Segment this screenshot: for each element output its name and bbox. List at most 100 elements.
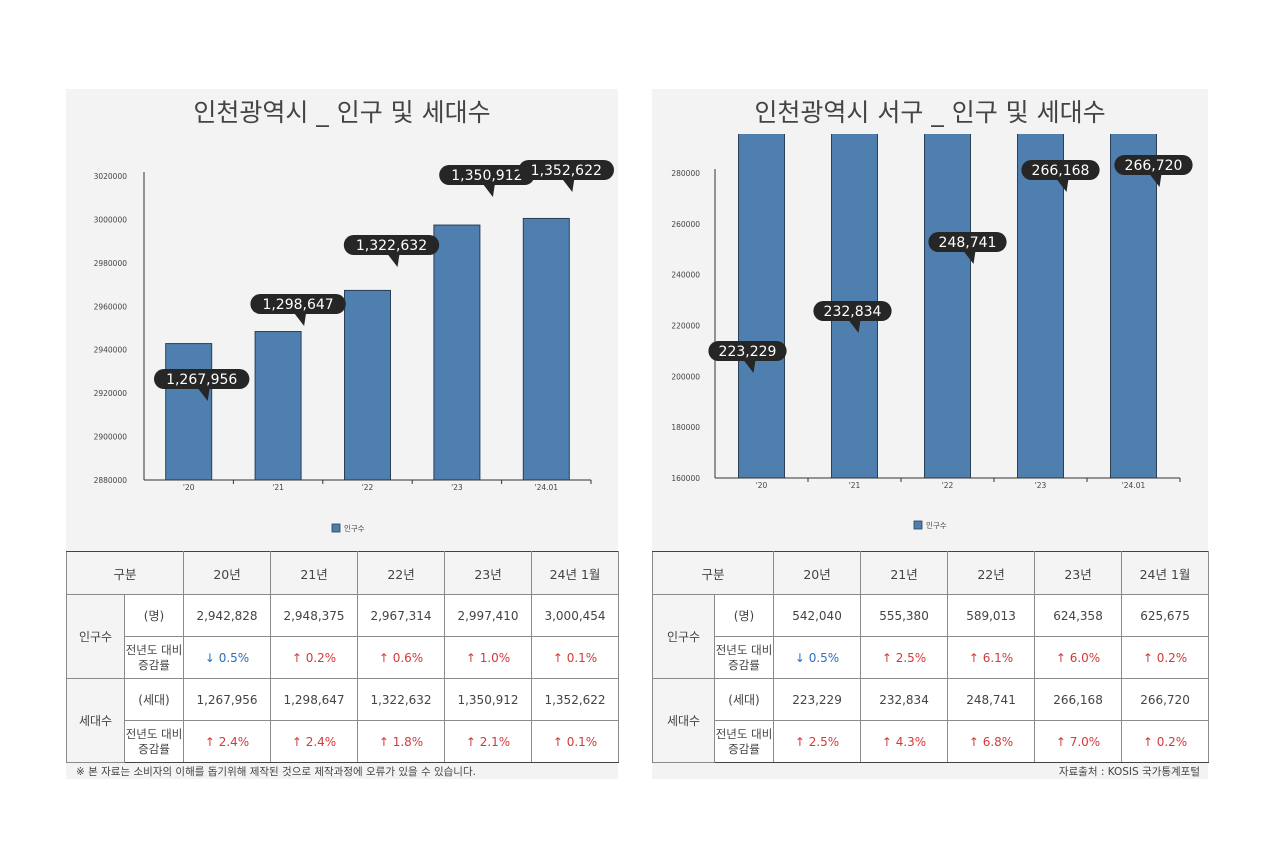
rate-cell: ↑ 2.1%: [444, 720, 533, 763]
callout-pointer: [562, 179, 575, 192]
header-year: 21년: [860, 551, 949, 595]
table-cell: 266,168: [1034, 678, 1123, 721]
callout-pointer: [1056, 179, 1069, 192]
group-households: 세대수: [652, 678, 715, 763]
header-year: 20년: [183, 551, 272, 595]
bar: [1110, 134, 1157, 479]
bar: [738, 134, 785, 479]
rate-cell: ↑ 0.2%: [1121, 720, 1210, 763]
callout-bubble: [154, 369, 250, 389]
callout-pointer: [294, 313, 307, 326]
rate-value: ↑ 2.5%: [794, 734, 840, 749]
left-data-table: 구분 20년 21년 22년 23년 24년 1월 인구수 (명) 2,942,…: [65, 551, 620, 763]
rate-value: ↑ 2.1%: [465, 734, 511, 749]
x-tick-label: '22: [942, 481, 954, 490]
data-label: 266,168: [1032, 163, 1090, 179]
table-cell: 2,942,828: [183, 594, 272, 637]
rate-value: ↑ 0.1%: [552, 734, 598, 749]
table-cell: 1,352,622: [531, 678, 620, 721]
footnote: ※ 본 자료는 소비자의 이해를 돕기위해 제작된 것으로 제작과정에 오류가 …: [76, 766, 476, 778]
header-year: 24년 1월: [1121, 551, 1210, 595]
unit-label: (명): [713, 594, 775, 637]
x-tick-label: '23: [1035, 481, 1047, 490]
y-tick-label: 3020000: [94, 172, 128, 181]
y-tick-label: 240000: [671, 271, 700, 280]
callout-bubble: [343, 235, 440, 255]
table-cell: 1,322,632: [357, 678, 446, 721]
callout-bubble: [250, 294, 346, 314]
y-tick-label: 160000: [671, 474, 700, 483]
rate-value: ↑ 2.5%: [881, 650, 927, 665]
bar: [831, 134, 878, 479]
rate-label: 전년도 대비 증감률: [123, 720, 185, 763]
rate-cell: ↑ 4.3%: [860, 720, 949, 763]
rate-cell: ↑ 6.1%: [947, 636, 1036, 679]
rate-value: ↓ 0.5%: [204, 650, 250, 665]
bar: [344, 289, 391, 481]
source-note: 자료출처 : KOSIS 국가통계포털: [1058, 766, 1200, 778]
callout-pointer: [848, 320, 861, 333]
rate-cell: ↓ 0.5%: [773, 636, 862, 679]
group-population: 인구수: [66, 594, 125, 679]
callout-pointer: [197, 388, 210, 401]
rate-cell: ↑ 0.2%: [270, 636, 359, 679]
data-label: 232,834: [824, 304, 882, 320]
callout: 1,267,956: [154, 369, 250, 401]
rate-value: ↑ 0.2%: [1142, 734, 1188, 749]
rate-cell: ↑ 0.2%: [1121, 636, 1210, 679]
callout-bubble: [1021, 160, 1100, 180]
data-label: 1,350,912: [451, 168, 522, 184]
callout-bubble: [928, 232, 1007, 252]
callout: 248,741: [928, 232, 1007, 264]
rate-label-line2: 증감률: [728, 657, 760, 672]
rate-cell: ↑ 0.1%: [531, 636, 620, 679]
right-bar-chart: 160000 180000 200000 220000 240000 260000 2800…: [671, 134, 1193, 530]
rate-value: ↑ 1.8%: [378, 734, 424, 749]
y-tick-label: 260000: [671, 220, 700, 229]
table-cell: 1,350,912: [444, 678, 533, 721]
callout-bubble: [518, 160, 614, 180]
callout-bubble: [1114, 155, 1193, 175]
group-households: 세대수: [66, 678, 125, 763]
bar: [522, 217, 570, 481]
right-data-table: 구분 20년 21년 22년 23년 24년 1월 인구수 (명) 542,04…: [651, 551, 1210, 763]
table-cell: 2,948,375: [270, 594, 359, 637]
rate-value: ↑ 0.6%: [378, 650, 424, 665]
x-tick-label: '23: [451, 483, 463, 492]
rate-cell: ↑ 6.0%: [1034, 636, 1123, 679]
legend-label: 인구수: [926, 520, 947, 530]
data-label: 1,352,622: [531, 163, 602, 179]
callout: 1,352,622: [518, 160, 614, 192]
x-tick-label: '21: [272, 483, 284, 492]
x-tick-label: '24.01: [535, 483, 559, 492]
y-tick-label: 220000: [671, 322, 700, 331]
rate-value: ↑ 0.1%: [552, 650, 598, 665]
rate-cell: ↑ 7.0%: [1034, 720, 1123, 763]
callout-bubble: [439, 165, 535, 185]
x-tick-label: '21: [849, 481, 861, 490]
callout: 1,298,647: [250, 294, 346, 326]
chart-title: 인천광역시 서구 _ 인구 및 세대수: [754, 98, 1106, 127]
y-tick-label: 3000000: [94, 215, 128, 224]
callout: 223,229: [708, 341, 787, 373]
rate-cell: ↓ 0.5%: [183, 636, 272, 679]
rate-label-line1: 전년도 대비: [125, 726, 183, 741]
data-label: 1,322,632: [356, 238, 427, 254]
rate-label-line2: 증감률: [138, 741, 170, 756]
header-year: 22년: [357, 551, 446, 595]
callout: 1,322,632: [343, 235, 440, 267]
rate-cell: ↑ 0.6%: [357, 636, 446, 679]
table-cell: 1,298,647: [270, 678, 359, 721]
header-year: 22년: [947, 551, 1036, 595]
rate-value: ↑ 1.0%: [465, 650, 511, 665]
callout-pointer: [963, 251, 976, 264]
legend-swatch: [913, 520, 923, 530]
y-tick-label: 280000: [671, 169, 700, 178]
bar: [924, 134, 971, 479]
y-tick-label: 2900000: [94, 433, 128, 442]
y-tick-label: 2980000: [94, 259, 128, 268]
table-cell: 248,741: [947, 678, 1036, 721]
x-tick-label: '20: [756, 481, 768, 490]
data-label: 1,298,647: [262, 297, 333, 313]
y-tick-label: 2880000: [94, 476, 128, 485]
